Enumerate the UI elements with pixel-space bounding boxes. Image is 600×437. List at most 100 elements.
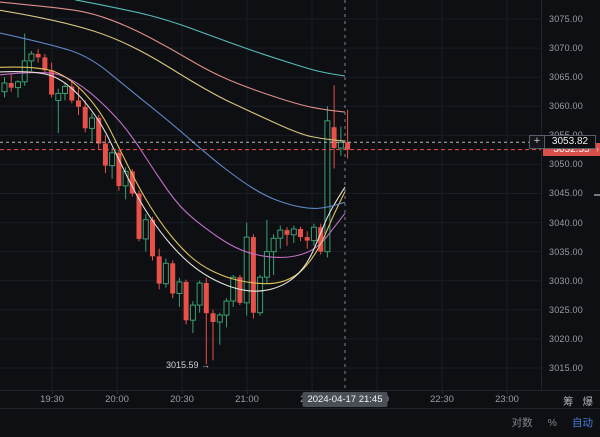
candle-body-up [337, 141, 344, 149]
candle-body-up [55, 92, 62, 101]
candle-body-up [230, 276, 237, 302]
price-tick-label: 3035.00 [549, 246, 583, 257]
price-axis[interactable]: 3075.003070.003065.003060.003055.003050.… [541, 0, 600, 390]
candle-body-up [189, 304, 196, 321]
candle-body-down [96, 117, 102, 144]
candle-body-up [142, 219, 149, 240]
collapse-arrow-icon[interactable]: › [596, 144, 599, 155]
low-price-annotation: 3015.59 → [166, 360, 210, 370]
candle-body-down [237, 277, 243, 303]
candle-body-down [298, 229, 303, 238]
last-price-value: 3052.55 [553, 144, 590, 156]
candle-body-up [216, 314, 223, 323]
candle-body-down [136, 193, 142, 239]
time-tick-mark [52, 391, 53, 394]
candle-body-up [324, 120, 331, 253]
candle-body-up [109, 152, 116, 167]
candle-body-down [129, 171, 135, 194]
candle-body-up [310, 226, 317, 242]
ma-salmon [0, 1, 346, 113]
crosshair-time-badge: 2024-04-17 21:45 [302, 392, 388, 407]
time-tick-label: 22:30 [430, 394, 454, 405]
candle-body-down [102, 143, 108, 166]
candle-body-up [28, 53, 35, 62]
candle-body-down [318, 227, 324, 252]
candle-body-down [49, 70, 55, 95]
candle-body-down [304, 237, 310, 241]
candle-body-down [331, 127, 337, 149]
price-tick-label: 3030.00 [549, 275, 583, 286]
candle-body-up [1, 82, 8, 93]
time-tick-mark [442, 391, 443, 394]
candle-body-down [76, 100, 81, 107]
time-tick-label: 20:30 [170, 394, 194, 405]
time-tick-mark [117, 391, 118, 394]
candle-body-down [116, 152, 122, 186]
time-tick-label: 21:00 [235, 394, 259, 405]
candle-body-down [69, 86, 75, 101]
candle-body-up [277, 229, 284, 239]
candle-body-down [42, 57, 48, 71]
price-tick-label: 3060.00 [549, 101, 583, 112]
candle-body-down [150, 219, 155, 257]
candle-body-down [345, 142, 351, 150]
candle-body-down [35, 53, 41, 58]
price-tick-label: 3020.00 [549, 333, 583, 344]
candle-body-up [270, 237, 277, 253]
ma-blue [0, 32, 346, 209]
candle-body-down [82, 106, 88, 129]
candle-body-up [196, 282, 203, 306]
plus-icon[interactable]: + [529, 135, 544, 150]
price-tick-label: 3015.00 [549, 362, 583, 373]
chip-distribution-button[interactable]: 筹 [563, 396, 574, 408]
ma-khaki [0, 9, 346, 142]
bottom-toolbar: 对数 % 自动 [0, 408, 600, 437]
price-tick-label: 3040.00 [549, 217, 583, 228]
crosshair-price-badge: + 3053.82 [529, 135, 596, 150]
axis-corner-buttons: 筹 爆 [563, 394, 593, 409]
time-tick-label: 20:00 [105, 394, 129, 405]
candle-body-down [156, 256, 162, 284]
candle-body-up [263, 251, 270, 278]
candle-body-down [284, 230, 290, 235]
ma-teal [74, 0, 346, 77]
price-tick-label: 3025.00 [549, 304, 583, 315]
candle-body-up [62, 86, 68, 94]
time-tick-label: 23:00 [495, 394, 519, 405]
candle-body-up [257, 276, 264, 314]
candlestick-chart[interactable]: 3015.59 → [0, 0, 541, 390]
ma-white [0, 71, 346, 292]
crosshair-price-value: 3053.82 [544, 135, 596, 150]
axis-tick-marker [594, 194, 600, 196]
price-tick-label: 3045.00 [549, 188, 583, 199]
time-axis[interactable]: 筹 爆 2024-04-17 21:45 19:30 20:00 20:30 21:0… [0, 390, 600, 409]
time-tick-label: 19:30 [40, 394, 64, 405]
chart-plot-area[interactable]: 3015.59 → [0, 0, 541, 390]
candle-body-down [210, 313, 216, 322]
percent-scale-button[interactable]: % [547, 416, 557, 429]
ma-magenta [0, 72, 346, 258]
auto-scale-button[interactable]: 自动 [572, 417, 593, 429]
time-tick-mark [182, 391, 183, 394]
log-scale-button[interactable]: 对数 [511, 417, 533, 429]
candle-body-up [290, 228, 297, 236]
price-tick-label: 3050.00 [549, 159, 583, 170]
candle-body-down [183, 281, 189, 321]
candle-body-up [223, 300, 230, 316]
price-tick-label: 3065.00 [549, 72, 583, 83]
liquidation-button[interactable]: 爆 [582, 396, 594, 408]
candle-body-up [162, 262, 169, 285]
time-tick-mark [247, 391, 248, 394]
time-tick-mark [507, 391, 508, 394]
candle-body-down [203, 283, 209, 314]
candle-body-up [176, 281, 183, 294]
candle-body-down [250, 237, 256, 313]
price-tick-label: 3070.00 [549, 43, 583, 54]
candle-body-up [243, 236, 250, 304]
candle-body-up [89, 117, 95, 129]
price-tick-label: 3075.00 [549, 14, 583, 24]
candle-body-down [8, 83, 14, 88]
candle-body-up [15, 81, 21, 89]
candle-body-down [170, 263, 176, 294]
